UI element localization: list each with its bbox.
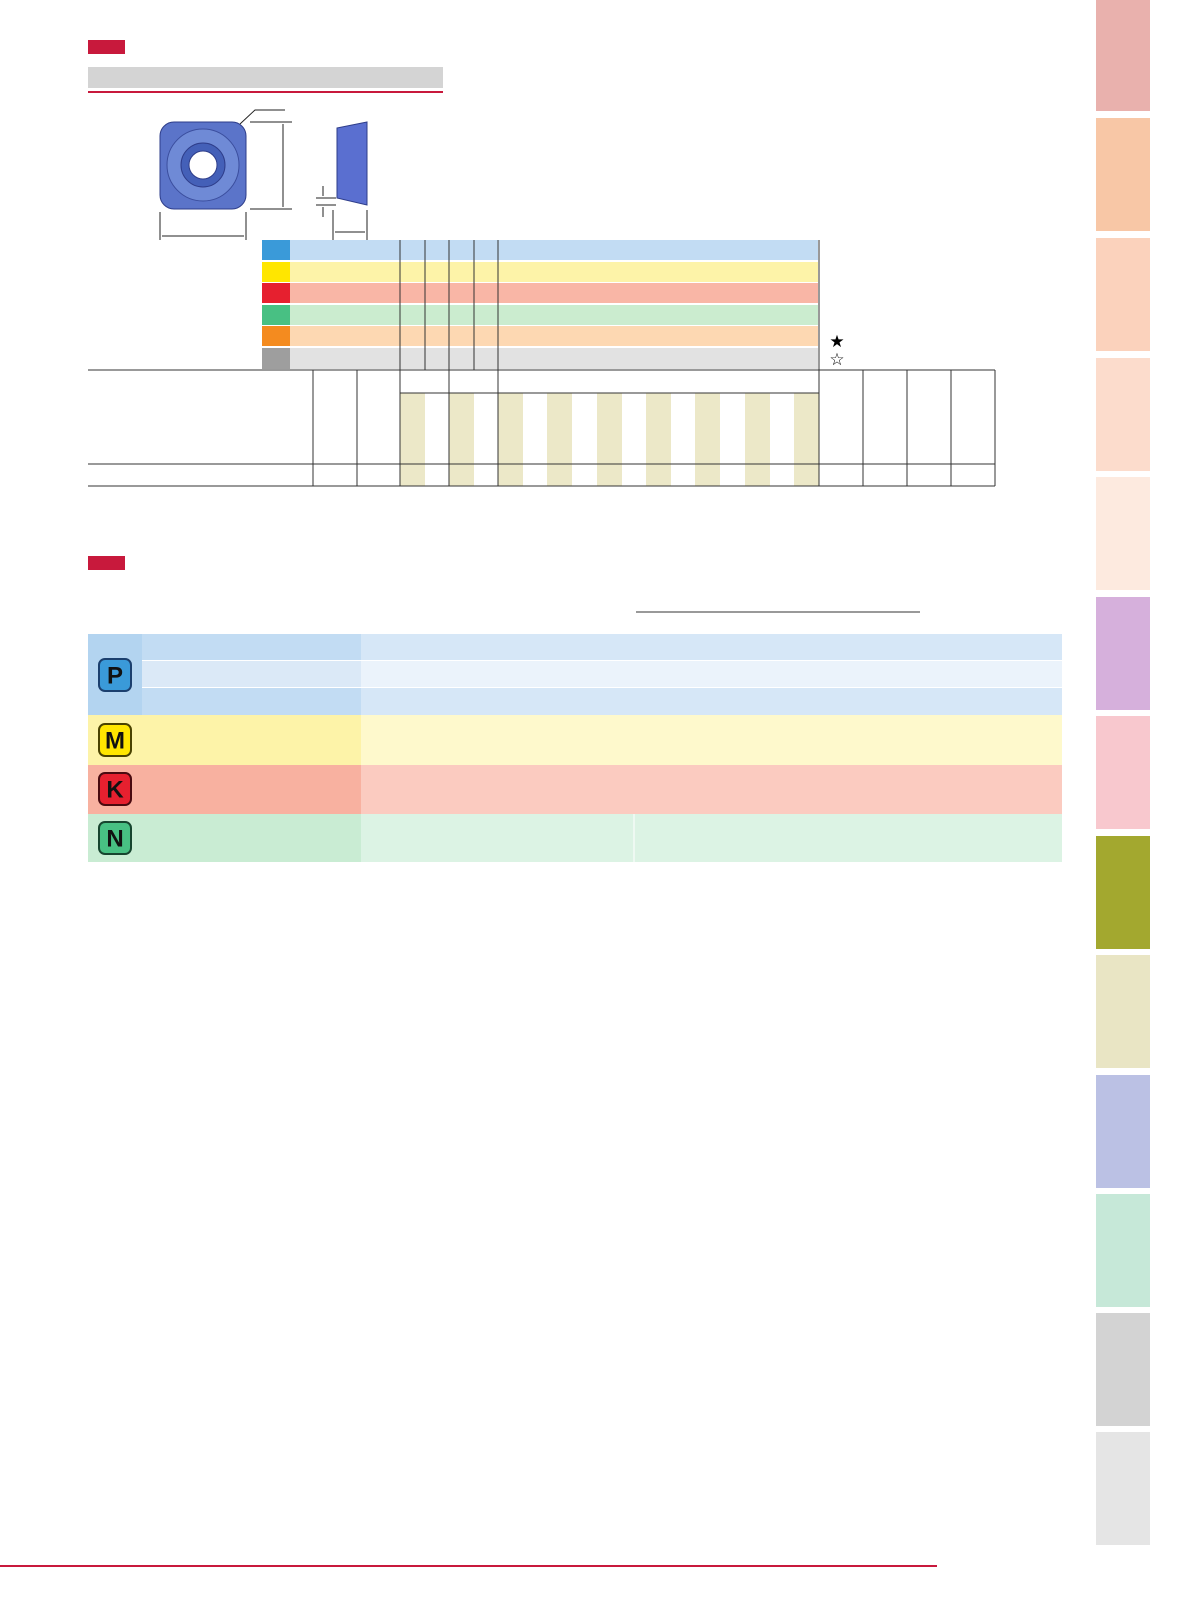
stock-table bbox=[88, 369, 996, 487]
title-bar bbox=[88, 67, 443, 88]
material-badge: P bbox=[107, 663, 123, 690]
grade-rows bbox=[262, 240, 820, 370]
cutting-conditions-table: P M K N bbox=[88, 634, 1062, 862]
star-legend: ☆ bbox=[829, 350, 844, 370]
insert-drawing bbox=[159, 109, 368, 240]
star-legend: ★ bbox=[829, 332, 844, 352]
material-badge: K bbox=[106, 777, 124, 804]
section-marker bbox=[88, 556, 125, 570]
material-badge: N bbox=[106, 826, 123, 853]
side-tabs bbox=[1096, 0, 1150, 1545]
section-marker bbox=[88, 40, 125, 54]
material-badge: M bbox=[105, 728, 125, 755]
